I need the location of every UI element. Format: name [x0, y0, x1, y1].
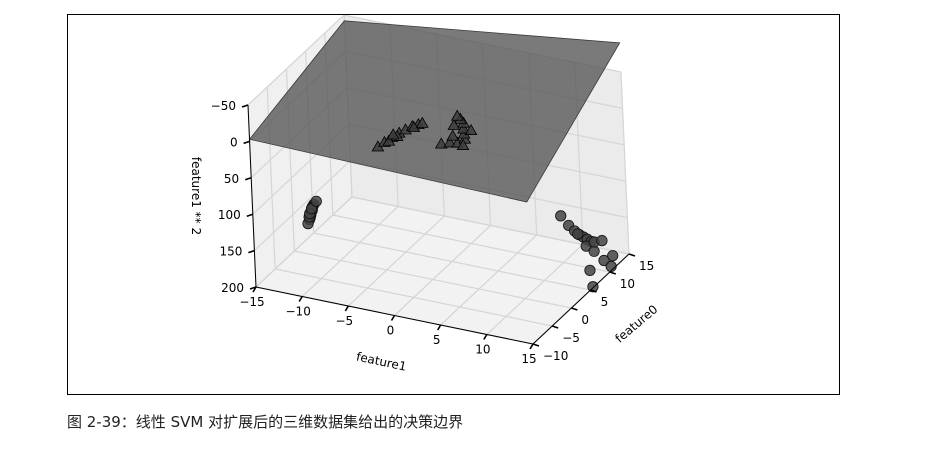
- circle-point: [605, 260, 617, 272]
- circle-point: [555, 210, 567, 222]
- triangle-point: [464, 123, 478, 135]
- z-tick: [249, 286, 257, 290]
- grid-line: [255, 196, 353, 288]
- z-tick: [246, 213, 254, 217]
- figure-frame: −15 −10 −5 0 5 10 15 −10 −5 0 5 10 15 −50 0 50 100 150 200…: [67, 14, 840, 395]
- feature1-tick: [344, 305, 350, 312]
- feature1-tick: [483, 334, 488, 340]
- feature0-tick: [532, 343, 540, 347]
- feature0-tick-label: −5: [562, 331, 580, 345]
- feature0-tick: [551, 325, 559, 329]
- feature0-tick: [571, 307, 578, 311]
- circle-point: [310, 195, 322, 207]
- triangle-point: [443, 136, 457, 148]
- z-tick-label: 150: [219, 245, 242, 259]
- feature0-tick: [628, 253, 636, 257]
- z-tick-label: 100: [218, 208, 241, 222]
- feature0-axis-line: [532, 253, 630, 345]
- circle-point: [587, 281, 599, 293]
- feature0-tick-label: 15: [639, 259, 654, 273]
- z-tick-label: 50: [224, 172, 239, 186]
- z-tick: [243, 140, 250, 145]
- grid-line: [486, 244, 584, 335]
- figure-caption: 图 2-39：线性 SVM 对扩展后的三维数据集给出的决策边界: [67, 413, 464, 431]
- feature1-tick-label: 15: [521, 352, 536, 366]
- z-tick: [248, 249, 255, 254]
- grid-line: [301, 206, 399, 297]
- y-axis-label: feature1: [355, 349, 408, 373]
- triangle-point: [415, 116, 429, 128]
- grid-line: [620, 71, 630, 255]
- z-tick-label: 200: [221, 281, 244, 295]
- grid-line: [347, 215, 445, 307]
- circle-point: [588, 245, 600, 257]
- grid-line: [253, 160, 351, 252]
- decision-plane: [248, 20, 621, 203]
- feature1-tick-label: 5: [433, 333, 441, 347]
- feature0-tick-label: 5: [601, 295, 609, 309]
- x-axis-label: feature0: [612, 302, 660, 345]
- feature1-tick: [529, 343, 534, 350]
- circle-point: [607, 250, 619, 262]
- z-axis-line: [247, 104, 257, 288]
- circle-point: [596, 235, 608, 247]
- decision-plane-surface: [248, 20, 621, 203]
- z-tick-label: 0: [230, 135, 238, 149]
- feature0-tick: [609, 271, 617, 275]
- feature1-tick-label: 10: [475, 343, 490, 357]
- triangle-point: [457, 122, 470, 134]
- grid-line: [247, 15, 345, 106]
- feature0-tick-label: 0: [581, 313, 589, 327]
- grid-line: [394, 225, 491, 316]
- feature1-tick-label: 0: [387, 324, 395, 338]
- triangle-point: [386, 128, 400, 140]
- triangle-point: [450, 109, 464, 121]
- z-tick-label: −50: [211, 99, 236, 113]
- feature0-tick: [590, 289, 597, 293]
- feature0-tick-label: −10: [543, 349, 568, 363]
- grid-line: [440, 234, 538, 326]
- feature1-tick-label: −10: [286, 305, 311, 319]
- data-points-front: [302, 109, 619, 293]
- feature0-tick-label: 10: [620, 277, 635, 291]
- triangle-point: [447, 118, 461, 130]
- z-tick: [244, 177, 252, 181]
- triangle-point: [456, 138, 470, 150]
- circle-point: [572, 228, 584, 240]
- z-axis-label: feature1 ** 2: [189, 157, 203, 235]
- circle-point: [584, 264, 596, 276]
- feature1-tick: [390, 315, 396, 321]
- triangle-point: [382, 134, 396, 146]
- feature1-tick-label: −5: [335, 314, 353, 328]
- feature1-tick: [298, 296, 303, 302]
- feature1-tick-label: −15: [239, 295, 264, 309]
- triangle-point: [434, 137, 448, 149]
- feature1-tick: [436, 324, 442, 331]
- z-tick: [241, 104, 249, 108]
- triangle-point: [446, 129, 460, 141]
